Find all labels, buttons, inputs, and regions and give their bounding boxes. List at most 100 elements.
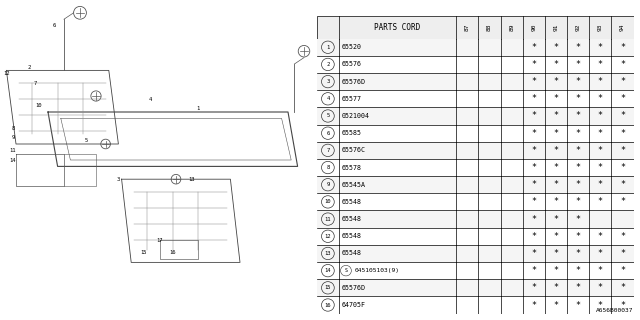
Text: A656B00037: A656B00037 [596,308,634,313]
Text: *: * [620,60,625,69]
Text: *: * [598,180,603,189]
Bar [317,245,634,262]
Bar [317,39,634,56]
Text: *: * [575,163,580,172]
Text: 65576C: 65576C [342,147,365,153]
Text: *: * [598,266,603,275]
Text: 045105103(9): 045105103(9) [354,268,399,273]
Text: 65578: 65578 [342,164,362,171]
Text: *: * [620,266,625,275]
Text: 65576D: 65576D [342,79,365,84]
Text: *: * [598,111,603,121]
Text: *: * [575,300,580,309]
Text: *: * [575,111,580,121]
Text: 15: 15 [324,285,331,290]
Text: *: * [554,215,559,224]
Bar [317,108,634,124]
Text: 65545A: 65545A [342,182,365,188]
Text: *: * [575,129,580,138]
Text: 8: 8 [326,165,330,170]
Bar [317,56,634,73]
Text: 0521004: 0521004 [342,113,369,119]
Text: 11: 11 [324,217,331,221]
Text: *: * [554,77,559,86]
Text: *: * [531,215,536,224]
Text: *: * [554,60,559,69]
Text: *: * [620,300,625,309]
Text: *: * [554,43,559,52]
Text: 92: 92 [575,23,580,31]
Text: *: * [531,77,536,86]
Text: *: * [554,266,559,275]
Text: 8: 8 [11,125,15,131]
Text: 90: 90 [531,23,536,31]
Text: 4: 4 [326,96,330,101]
Text: *: * [531,146,536,155]
Bar [317,228,634,245]
Text: 12: 12 [324,234,331,239]
Text: *: * [620,197,625,206]
Text: *: * [554,197,559,206]
Text: 65548: 65548 [342,216,362,222]
Text: *: * [620,77,625,86]
Text: 11: 11 [10,148,16,153]
Text: *: * [598,146,603,155]
Text: *: * [620,94,625,103]
Text: *: * [554,300,559,309]
Text: 3: 3 [326,79,330,84]
Text: 7: 7 [326,148,330,153]
Text: 7: 7 [33,81,37,86]
Text: *: * [598,197,603,206]
Text: *: * [554,283,559,292]
Text: *: * [598,249,603,258]
Text: *: * [554,111,559,121]
Bar [317,90,634,108]
Text: 5: 5 [326,114,330,118]
Text: 17: 17 [157,237,163,243]
Text: 93: 93 [598,23,603,31]
Text: 16: 16 [324,302,331,308]
Bar [317,279,634,296]
Bar [317,176,634,193]
Text: *: * [598,77,603,86]
Text: *: * [554,94,559,103]
Text: *: * [620,283,625,292]
Text: 89: 89 [509,23,514,31]
Text: *: * [531,94,536,103]
Text: *: * [554,232,559,241]
Text: 13: 13 [189,177,195,182]
Text: *: * [531,266,536,275]
Text: *: * [531,283,536,292]
Text: *: * [554,129,559,138]
Text: *: * [620,43,625,52]
Text: 12: 12 [3,71,10,76]
Text: *: * [598,94,603,103]
Text: 65520: 65520 [342,44,362,50]
Text: *: * [554,180,559,189]
Text: 65576D: 65576D [342,285,365,291]
Text: 88: 88 [487,23,492,31]
Text: *: * [531,249,536,258]
Text: *: * [531,111,536,121]
Bar [317,16,634,39]
Text: *: * [598,163,603,172]
Text: 2: 2 [326,62,330,67]
Bar [317,262,634,279]
Text: 65548: 65548 [342,251,362,256]
Text: 94: 94 [620,23,625,31]
Text: *: * [575,232,580,241]
Text: 1: 1 [196,106,200,111]
Text: *: * [620,249,625,258]
Text: *: * [598,60,603,69]
Text: *: * [575,94,580,103]
Text: S: S [344,268,348,273]
Text: *: * [554,163,559,172]
Text: 65576: 65576 [342,61,362,68]
Text: 5: 5 [84,138,88,143]
Text: *: * [531,129,536,138]
Text: 10: 10 [324,199,331,204]
Text: *: * [575,180,580,189]
Text: 9: 9 [11,135,15,140]
Text: 64705F: 64705F [342,302,365,308]
Bar [317,159,634,176]
